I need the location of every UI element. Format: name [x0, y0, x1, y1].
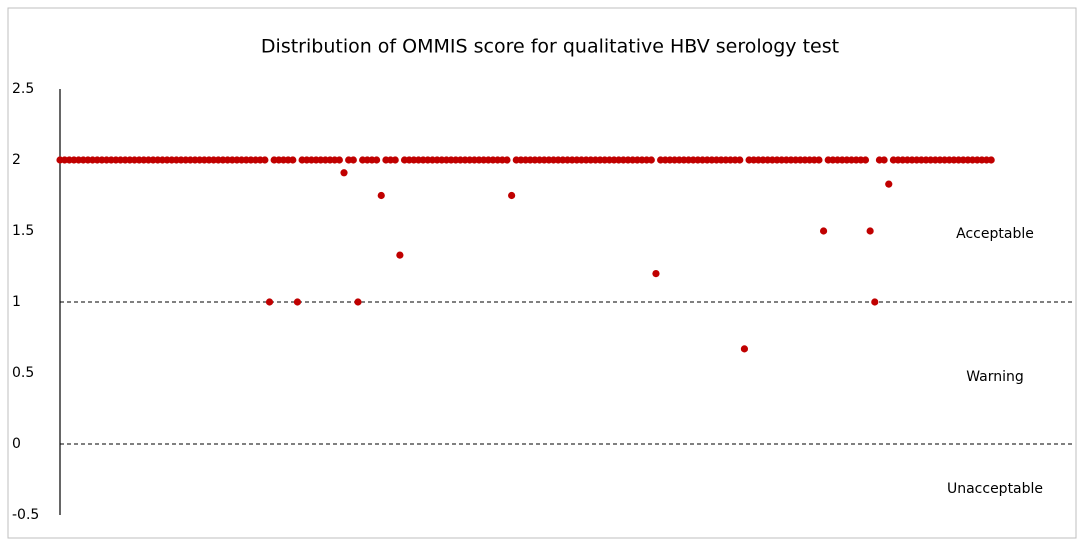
point	[861, 156, 870, 164]
point	[261, 156, 269, 164]
point	[819, 227, 828, 235]
y-tick-label: -0.5	[12, 507, 39, 523]
point	[508, 191, 516, 200]
region-label: Acceptable	[956, 226, 1034, 242]
region-label: Unacceptable	[947, 481, 1043, 497]
point	[289, 156, 297, 164]
point	[880, 156, 888, 164]
point	[987, 156, 995, 164]
point	[335, 156, 343, 164]
point	[740, 345, 749, 353]
point	[647, 156, 655, 164]
point	[503, 156, 511, 164]
point	[377, 191, 385, 200]
point	[391, 156, 399, 164]
y-tick-label: 2.5	[12, 81, 34, 97]
y-tick-label: 1	[12, 294, 21, 310]
chart-title: Distribution of OMMIS score for qualitat…	[261, 36, 839, 58]
y-tick-label: 2	[12, 152, 21, 168]
region-label: Warning	[966, 369, 1024, 385]
point	[885, 180, 893, 188]
point	[373, 156, 381, 164]
point	[866, 227, 874, 235]
y-tick-label: 1.5	[12, 223, 34, 239]
point	[652, 270, 660, 278]
point	[396, 251, 404, 259]
point	[736, 156, 744, 164]
point	[871, 298, 879, 306]
y-tick-label: 0	[12, 436, 21, 452]
point	[265, 298, 274, 306]
point	[340, 169, 348, 177]
y-tick-label: 0.5	[12, 365, 34, 381]
frame	[7, 7, 1077, 539]
point	[293, 298, 302, 306]
point	[815, 156, 823, 164]
point	[349, 156, 357, 164]
point	[354, 298, 362, 306]
